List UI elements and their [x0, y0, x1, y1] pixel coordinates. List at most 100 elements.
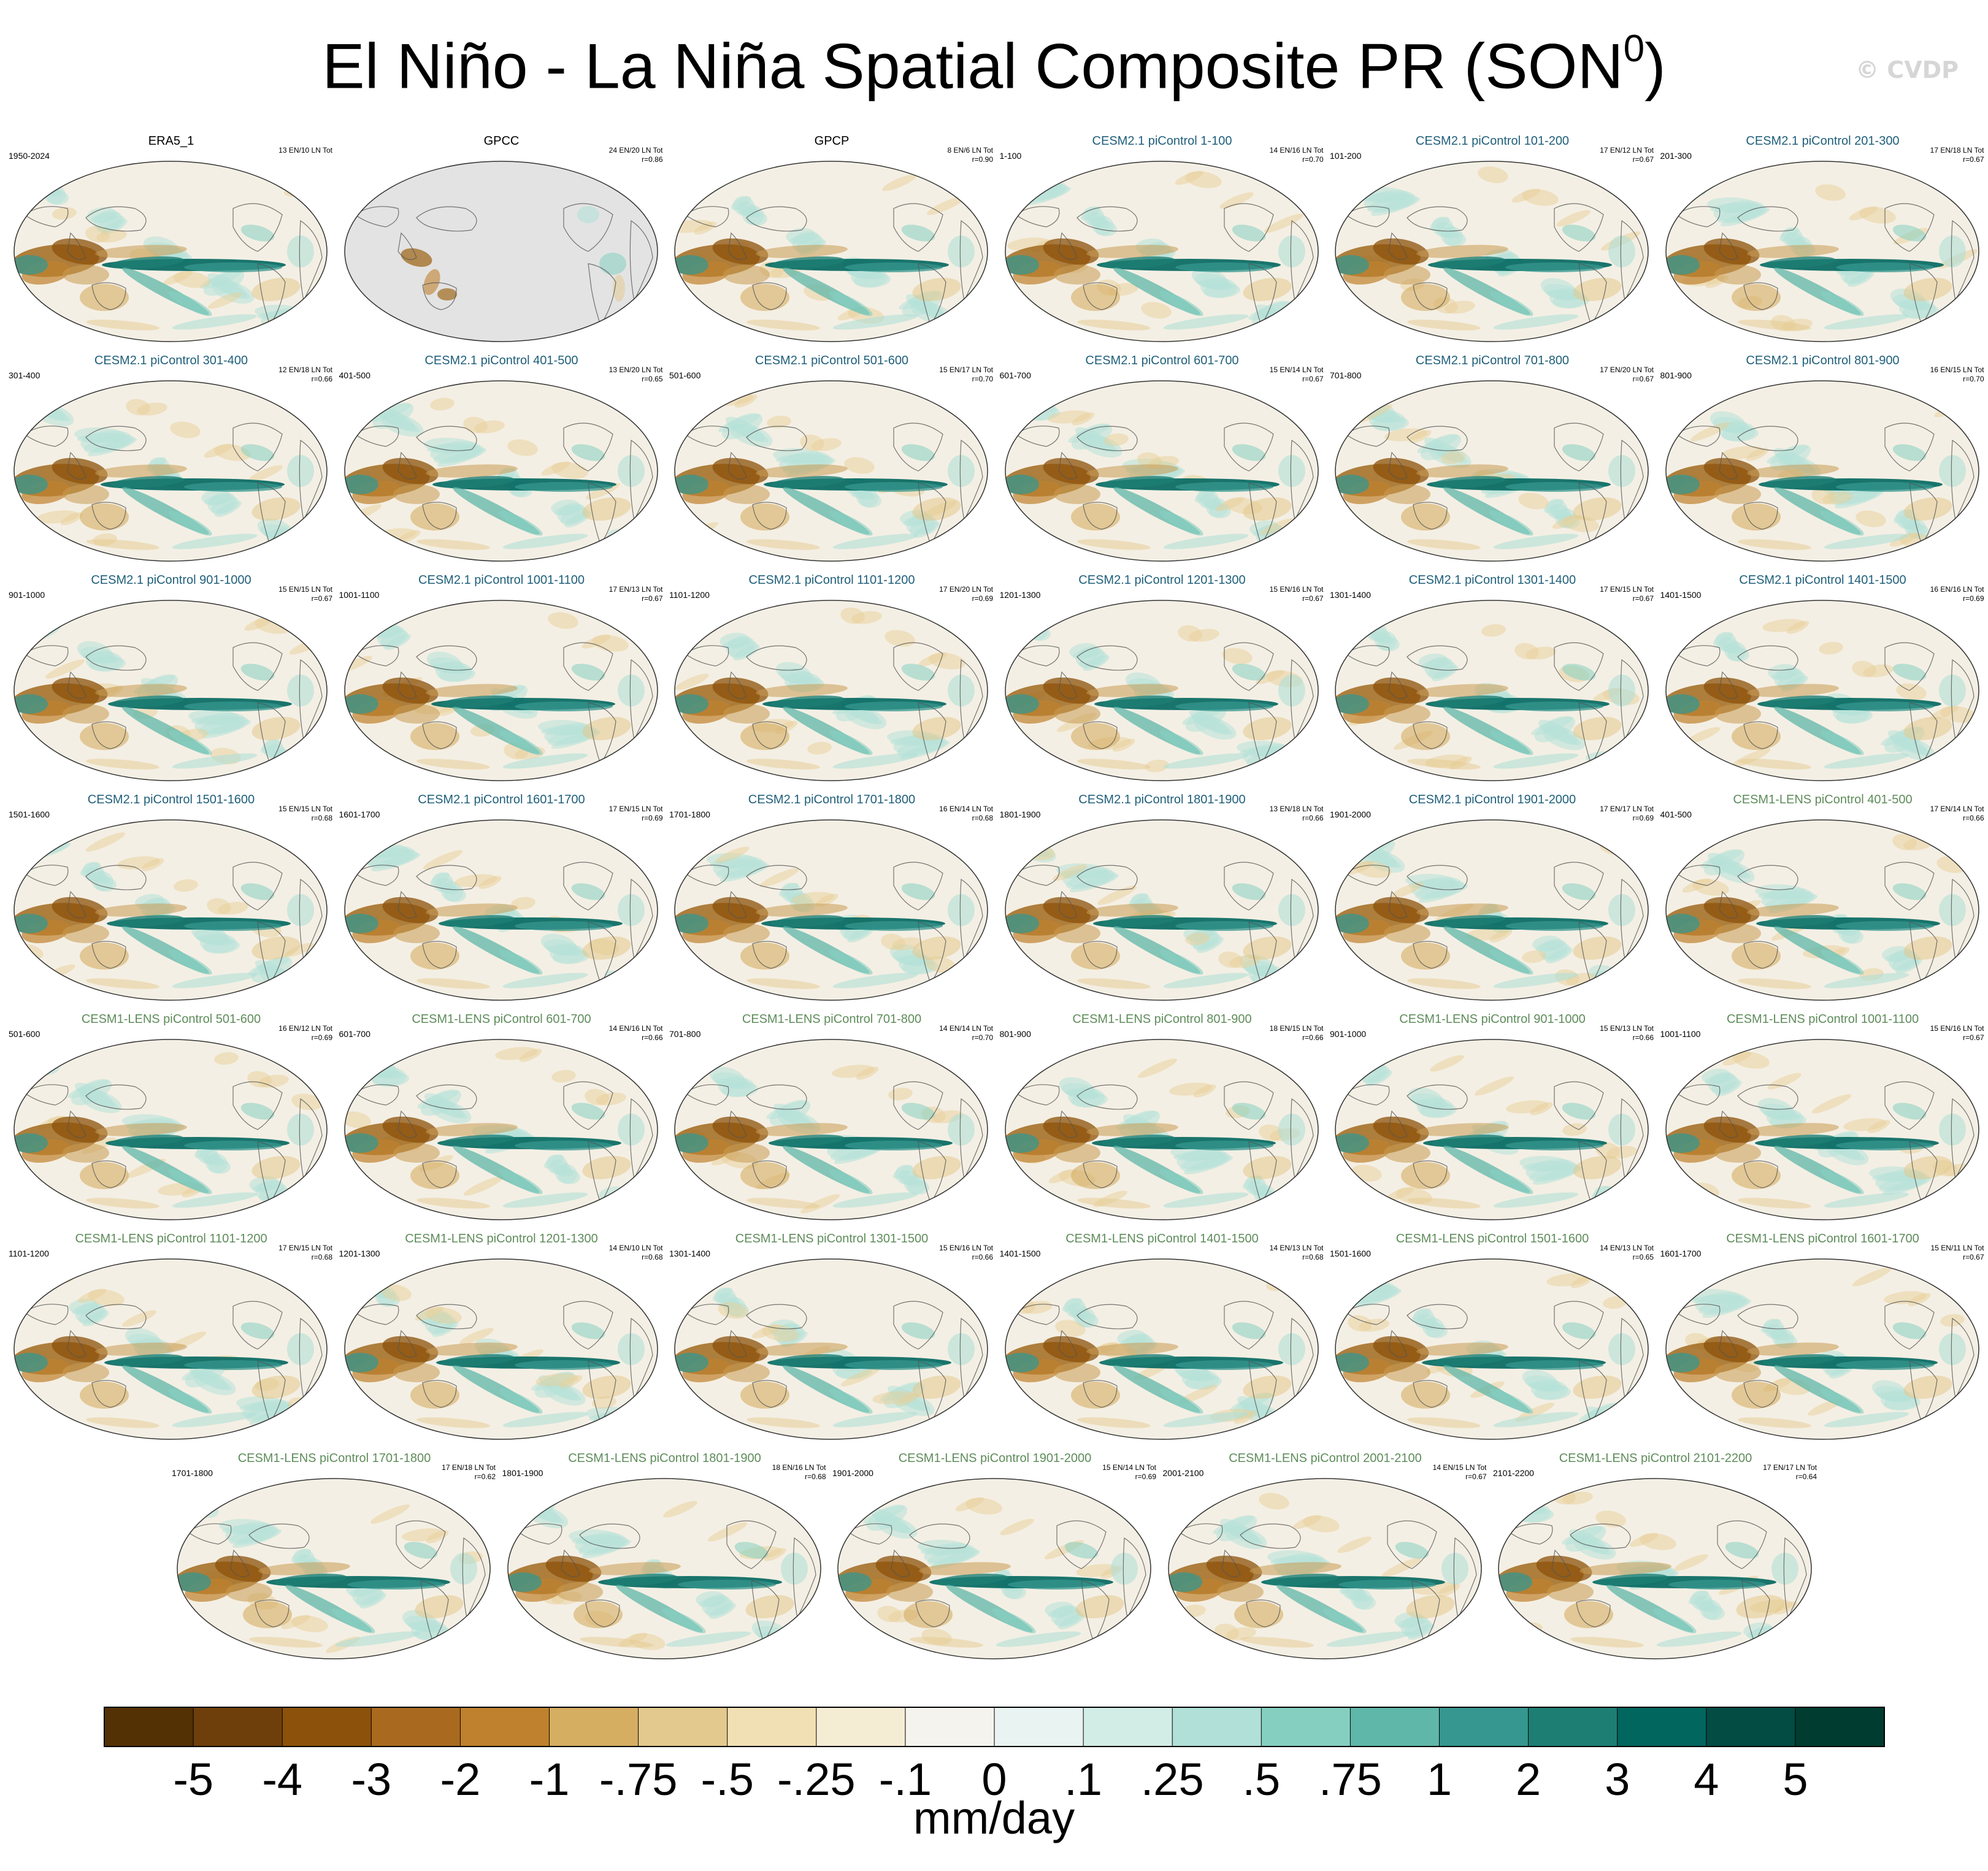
panel-title: CESM2.1 piControl 1701-1800: [748, 793, 916, 806]
precip-composite-map: [1004, 1039, 1319, 1220]
panel-stats: 15 EN/16 LN Tot r=0.66: [939, 1244, 993, 1262]
precip-composite-map: [13, 380, 328, 562]
panel-period: 1501-1600: [9, 809, 50, 819]
panel-stats: 17 EN/14 LN Tot r=0.66: [1930, 805, 1984, 823]
precip-composite-map: [13, 1039, 328, 1220]
panel-stats: 14 EN/13 LN Tot r=0.65: [1600, 1244, 1654, 1262]
precip-composite-map: [1665, 380, 1979, 562]
panel-title: CESM1-LENS piControl 1901-2000: [898, 1452, 1092, 1465]
panel-event-counts: 24 EN/20 LN Tot: [608, 146, 663, 155]
panel-stats: 15 EN/11 LN Tot r=0.67: [1931, 1244, 1984, 1262]
colorbar-bin: [1617, 1707, 1707, 1747]
panel-correlation: r=0.67: [1302, 594, 1324, 603]
panel-stats: 15 EN/15 LN Tot r=0.67: [278, 585, 332, 603]
panel-stats: 13 EN/18 LN Tot r=0.66: [1270, 805, 1324, 823]
map-panel: CESM2.1 piControl 1-100 1-100 14 EN/16 LN …: [999, 134, 1326, 347]
panel-event-counts: 15 EN/16 LN Tot: [1930, 1024, 1984, 1033]
precip-composite-map: [1665, 819, 1979, 1001]
watermark-credit: © CVDP: [1856, 56, 1959, 83]
panel-event-counts: 15 EN/15 LN Tot: [278, 585, 332, 594]
panel-period: 401-500: [339, 370, 370, 380]
map-panel: CESM2.1 piControl 201-300 201-300 17 EN/18…: [1659, 134, 1987, 347]
colorbar-units-label: mm/day: [913, 1793, 1075, 1843]
colorbar-tick-label: -.25: [777, 1754, 856, 1805]
panel-stats: 18 EN/16 LN Tot r=0.68: [772, 1463, 826, 1482]
panel-stats: 18 EN/15 LN Tot r=0.66: [1270, 1024, 1324, 1043]
panel-title: CESM1-LENS piControl 2101-2200: [1559, 1452, 1752, 1465]
panel-stats: 14 EN/14 LN Tot r=0.70: [939, 1024, 993, 1043]
colorbar-bin: [1706, 1707, 1796, 1747]
colorbar-bin: [282, 1707, 372, 1747]
precip-composite-map: [1004, 819, 1319, 1001]
map-panel: CESM1-LENS piControl 1701-1800 1701-1800 1…: [171, 1451, 498, 1664]
colorbar-tick-label: .75: [1318, 1754, 1382, 1805]
figure-title: El Niño - La Niña Spatial Composite PR (…: [322, 28, 1666, 102]
panel-event-counts: 17 EN/20 LN Tot: [1600, 365, 1654, 374]
panel-correlation: r=0.69: [311, 1033, 332, 1042]
panel-title: CESM2.1 piControl 1901-2000: [1408, 793, 1576, 806]
panel-correlation: r=0.68: [311, 814, 332, 822]
colorbar-bin: [994, 1707, 1084, 1747]
map-panel: ERA5_1 1950-2024 13 EN/10 LN Tot: [7, 134, 335, 347]
precip-composite-map: [1335, 600, 1649, 781]
map-panel: GPCC 24 EN/20 LN Tot r=0.86: [338, 134, 666, 347]
precip-composite-map: [13, 161, 328, 342]
colorbar-bin: [1439, 1707, 1529, 1747]
map-panel: CESM2.1 piControl 101-200 101-200 17 EN/12…: [1329, 134, 1656, 347]
panel-correlation: r=0.67: [1302, 375, 1324, 383]
panel-event-counts: 18 EN/16 LN Tot: [772, 1463, 826, 1472]
map-panel: GPCP 8 EN/6 LN Tot r=0.90: [668, 134, 996, 347]
map-panel: CESM1-LENS piControl 1801-1900 1801-1900 1…: [501, 1451, 829, 1664]
panel-event-counts: 16 EN/14 LN Tot: [939, 805, 993, 813]
panel-stats: 15 EN/14 LN Tot r=0.69: [1102, 1463, 1156, 1482]
panel-correlation: r=0.69: [1963, 594, 1984, 603]
panel-title: CESM2.1 piControl 1801-1900: [1078, 793, 1246, 806]
map-panel: CESM1-LENS piControl 1401-1500 1401-1500 1…: [999, 1231, 1326, 1445]
panel-correlation: r=0.66: [311, 375, 332, 383]
panel-correlation: r=0.65: [1632, 1253, 1654, 1261]
panel-correlation: r=0.68: [972, 814, 993, 822]
map-panel: CESM2.1 piControl 901-1000 901-1000 15 EN/…: [7, 573, 335, 786]
colorbar-tick-label: -.75: [599, 1754, 678, 1805]
panel-event-counts: 18 EN/15 LN Tot: [1269, 1024, 1324, 1033]
panel-correlation: r=0.67: [1963, 155, 1984, 164]
panel-title: CESM2.1 piControl 1601-1700: [418, 793, 585, 806]
panel-title: CESM2.1 piControl 101-200: [1415, 134, 1570, 148]
map-panel: CESM1-LENS piControl 1201-1300 1201-1300 1…: [338, 1231, 666, 1445]
colorbar-tick-label: 5: [1783, 1754, 1808, 1805]
panel-stats: 17 EN/15 LN Tot r=0.69: [609, 805, 663, 823]
colorbar-bin: [905, 1707, 995, 1747]
colorbar-tick-label: -2: [440, 1754, 481, 1805]
panel-event-counts: 15 EN/14 LN Tot: [1269, 365, 1324, 374]
panel-period: 1101-1200: [669, 590, 710, 600]
panel-event-counts: 17 EN/18 LN Tot: [442, 1463, 496, 1472]
panel-title: CESM1-LENS piControl 1801-1900: [568, 1452, 761, 1465]
panel-event-counts: 15 EN/13 LN Tot: [1600, 1024, 1654, 1033]
panel-title: CESM1-LENS piControl 801-900: [1072, 1012, 1252, 1026]
panel-period: 1401-1500: [1660, 590, 1702, 600]
panel-event-counts: 17 EN/13 LN Tot: [608, 585, 663, 594]
panel-event-counts: 14 EN/16 LN Tot: [1269, 146, 1324, 155]
map-panel: CESM2.1 piControl 1601-1700 1601-1700 17 E…: [338, 792, 666, 1006]
colorbar-tick-label: .1: [1064, 1754, 1102, 1805]
panel-period: 401-500: [1660, 809, 1692, 819]
panel-title: GPCC: [483, 134, 520, 148]
panel-title: ERA5_1: [148, 134, 194, 148]
colorbar-bin: [1172, 1707, 1262, 1747]
panel-correlation: r=0.67: [1632, 375, 1654, 383]
panel-title: CESM2.1 piControl 1201-1300: [1078, 573, 1246, 587]
panel-period: 101-200: [1330, 151, 1362, 161]
precip-composite-map: [1498, 1478, 1812, 1659]
panel-period: 201-300: [1660, 151, 1692, 161]
panel-stats: 8 EN/6 LN Tot r=0.90: [948, 146, 993, 164]
colorbar-tick-label: .25: [1140, 1754, 1204, 1805]
panel-period: 2001-2100: [1162, 1468, 1204, 1478]
panel-period: 2101-2200: [1493, 1468, 1534, 1478]
panel-event-counts: 14 EN/15 LN Tot: [1432, 1463, 1487, 1472]
panel-correlation: r=0.69: [1135, 1472, 1156, 1481]
panel-correlation: r=0.66: [1963, 814, 1984, 822]
panel-title: CESM1-LENS piControl 501-600: [81, 1012, 261, 1026]
colorbar-bin: [1083, 1707, 1173, 1747]
panel-event-counts: 15 EN/17 LN Tot: [939, 365, 993, 374]
panel-title: CESM1-LENS piControl 1401-1500: [1065, 1232, 1259, 1245]
